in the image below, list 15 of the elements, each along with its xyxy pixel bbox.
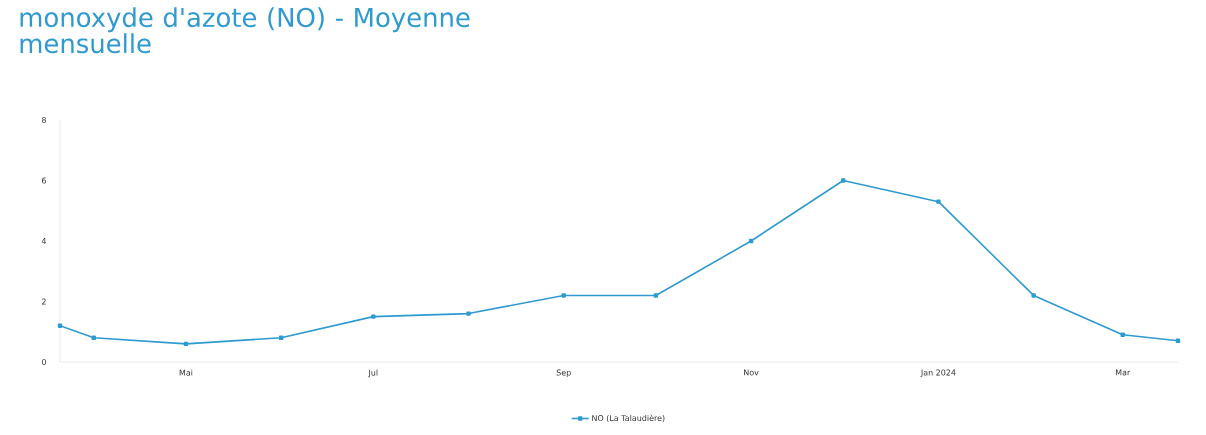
point	[841, 178, 846, 183]
point	[1031, 293, 1036, 298]
chart-title: monoxyde d'azote (NO) - Moyenne mensuelle	[20, 7, 470, 54]
point	[57, 323, 63, 328]
point	[1120, 332, 1125, 337]
point	[466, 311, 471, 316]
point	[936, 199, 941, 204]
point	[1175, 338, 1181, 344]
point	[653, 293, 659, 298]
point	[278, 335, 284, 340]
point	[91, 335, 96, 340]
point	[371, 314, 376, 319]
point	[748, 238, 754, 244]
point	[561, 293, 566, 298]
point	[183, 341, 189, 347]
